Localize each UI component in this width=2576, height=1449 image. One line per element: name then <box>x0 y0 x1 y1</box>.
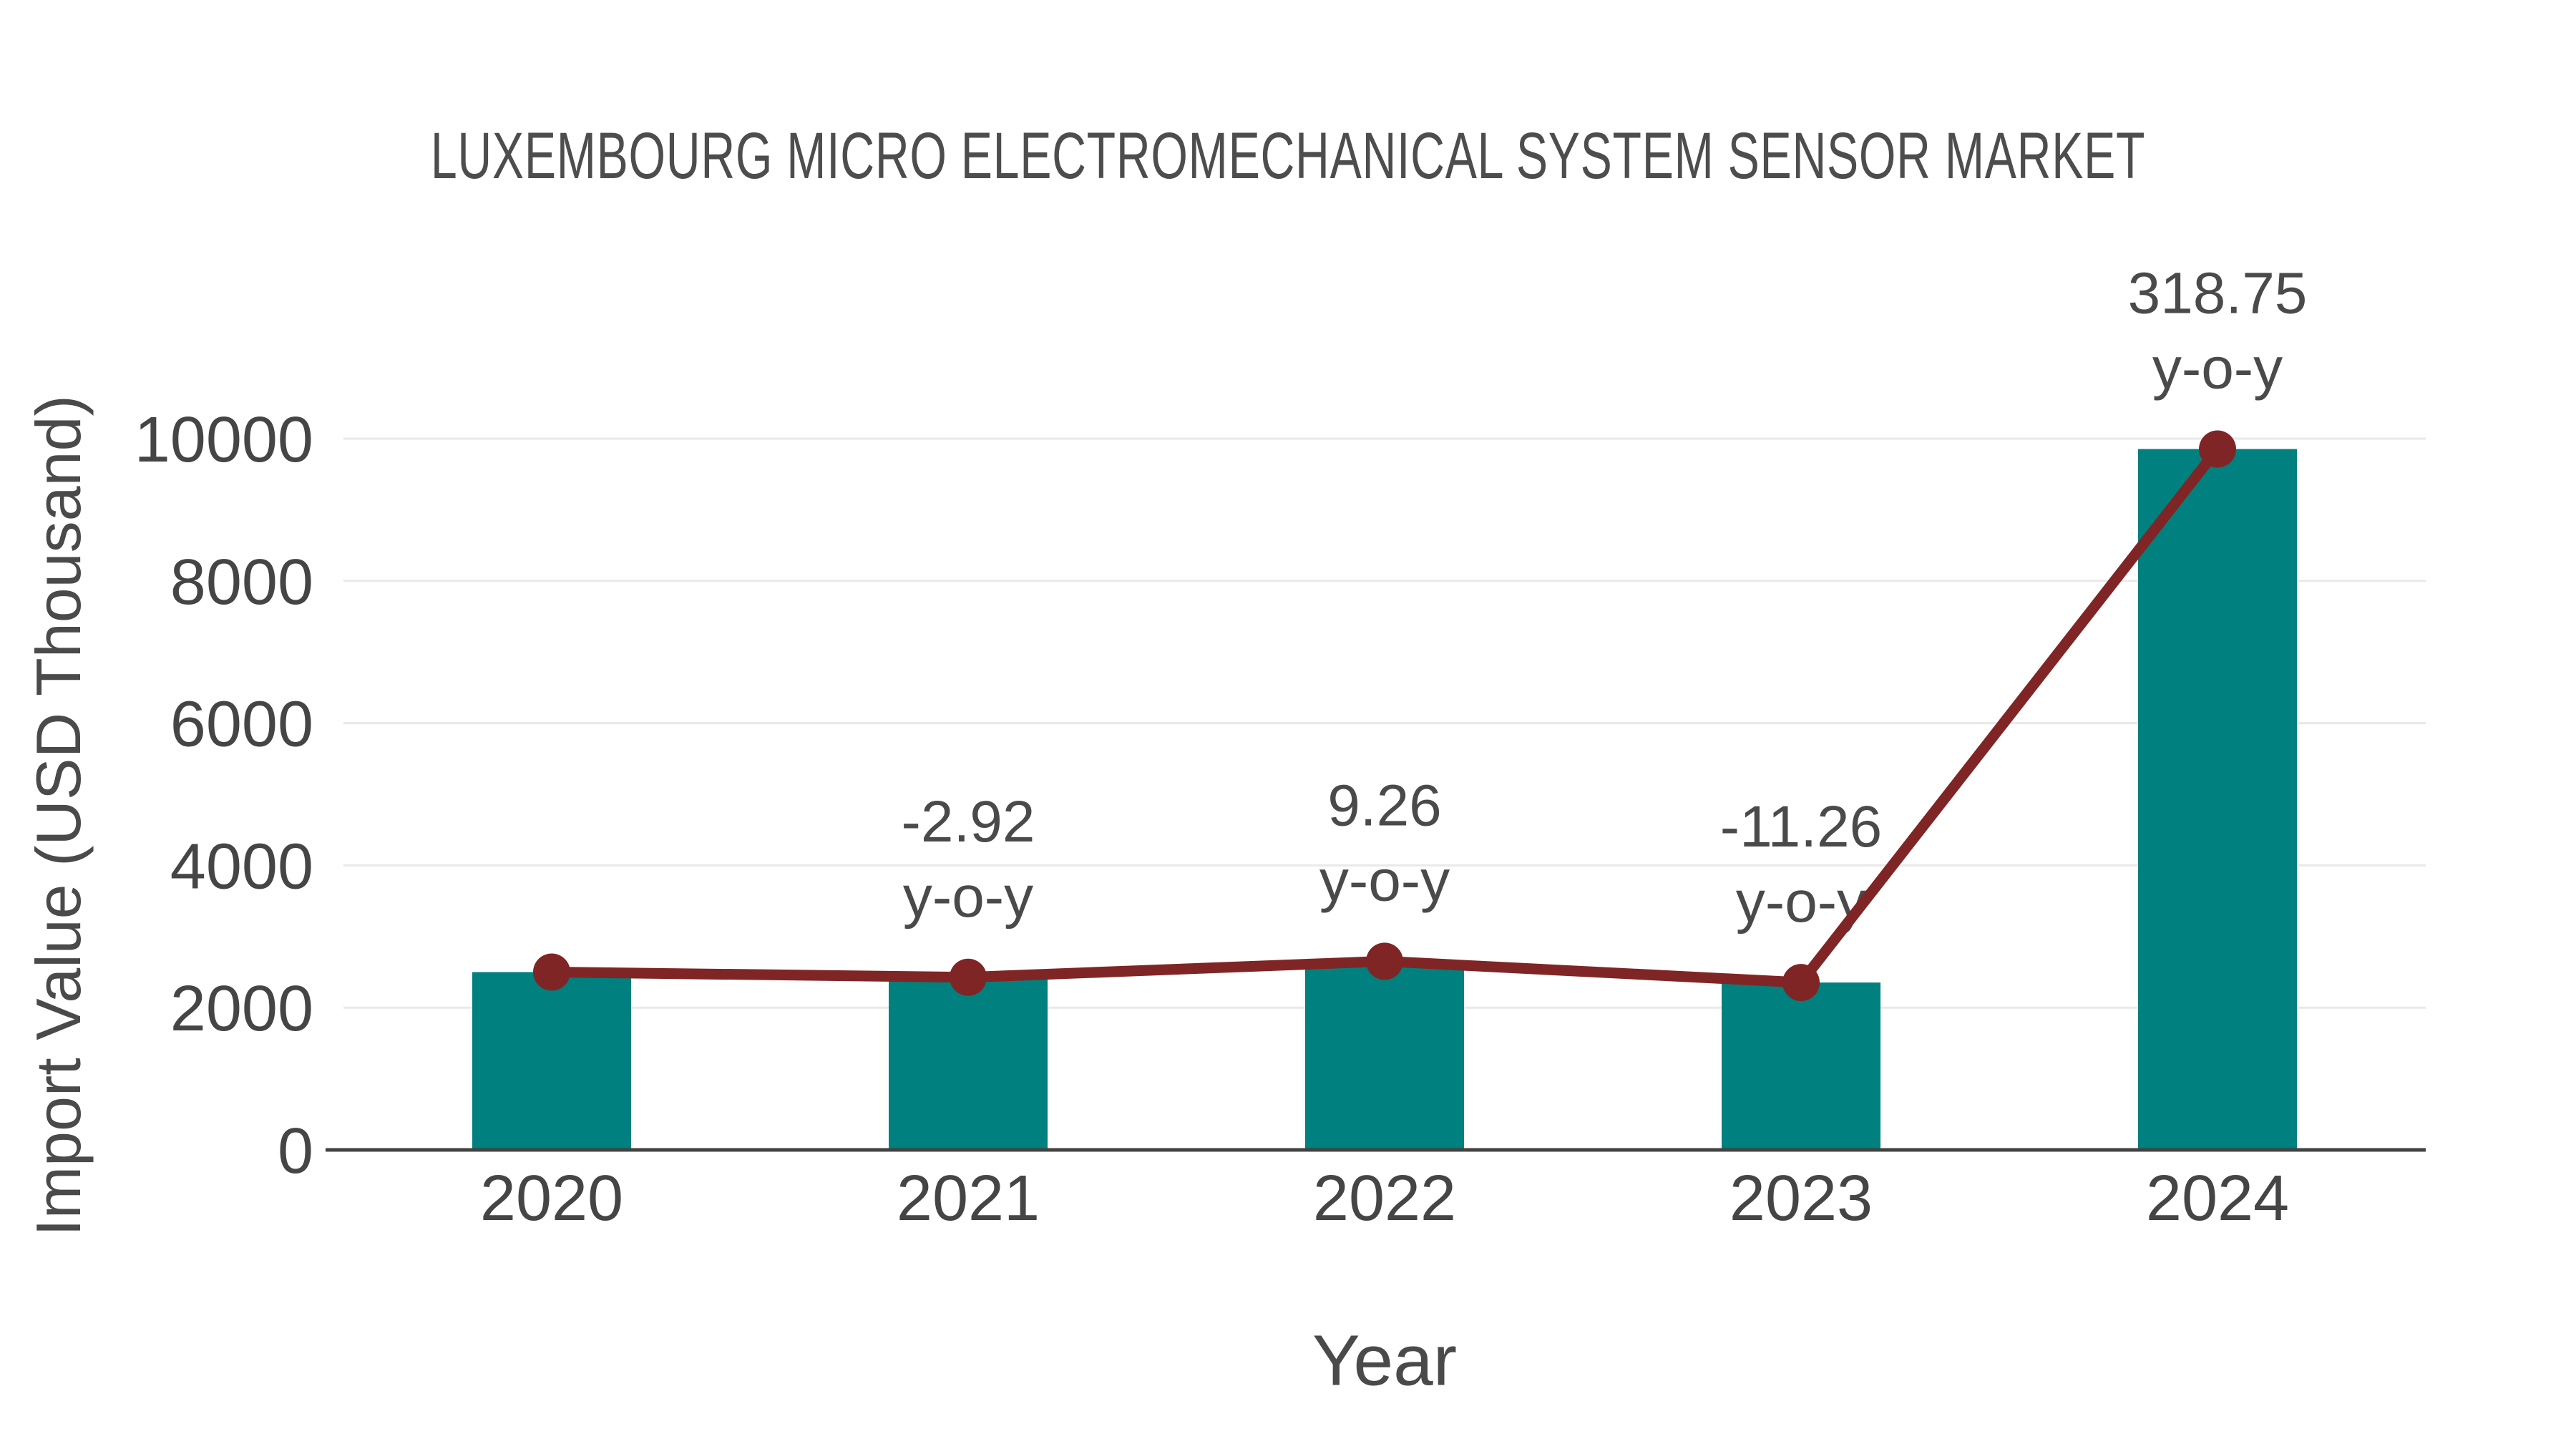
line-marker <box>2199 430 2236 468</box>
yoy-suffix-label: y-o-y <box>903 864 1033 930</box>
line-marker <box>533 953 570 991</box>
x-tick-label: 2020 <box>480 1163 623 1234</box>
x-tick-label: 2021 <box>897 1163 1040 1234</box>
gridlines <box>343 437 2426 1009</box>
chart-title: LUXEMBOURG MICRO ELECTROMECHANICAL SYSTE… <box>430 119 2146 192</box>
x-tick-label: 2024 <box>2146 1163 2289 1234</box>
x-tick-label: 2022 <box>1313 1163 1456 1234</box>
y-tick-label: 10000 <box>135 404 313 476</box>
y-tick-label: 8000 <box>170 547 313 618</box>
y-tick-labels: 0 2000 4000 6000 8000 10000 <box>135 404 313 1187</box>
line-marker <box>1366 942 1403 980</box>
yoy-value-label: 9.26 <box>1327 773 1442 838</box>
y-tick-label: 4000 <box>170 831 313 902</box>
bar <box>1722 982 1880 1150</box>
y-tick-label: 6000 <box>170 689 313 761</box>
yoy-suffix-label: y-o-y <box>1319 848 1450 913</box>
x-tick-labels: 2020 2021 2022 2023 2024 <box>480 1163 2289 1234</box>
bar <box>472 972 631 1150</box>
yoy-value-label: 318.75 <box>2128 261 2308 326</box>
x-tick-label: 2023 <box>1729 1163 1873 1234</box>
x-axis-title: Year <box>1312 1320 1458 1401</box>
bar <box>1305 961 1464 1150</box>
yoy-suffix-label: y-o-y <box>2152 336 2283 401</box>
line-marker <box>950 958 987 996</box>
bar-series <box>472 449 2297 1150</box>
bar <box>2138 449 2297 1150</box>
y-tick-label: 2000 <box>170 973 313 1045</box>
line-marker <box>1782 964 1820 1002</box>
bar <box>889 977 1048 1150</box>
yoy-value-label: -2.92 <box>902 789 1035 854</box>
line-markers <box>533 430 2236 1002</box>
y-tick-label: 0 <box>278 1116 313 1187</box>
yoy-value-label: -11.26 <box>1720 794 1882 859</box>
